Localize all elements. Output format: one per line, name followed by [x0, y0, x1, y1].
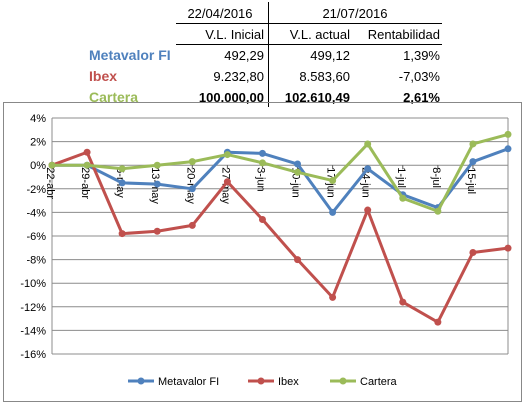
- y-tick-label: -10%: [20, 278, 46, 290]
- date-current: 21/07/2016: [322, 6, 388, 21]
- x-tick-label: 1-jul: [395, 167, 407, 188]
- data-point: [399, 194, 407, 202]
- legend-label: Ibex: [278, 376, 299, 388]
- row-cartera-return: 2,61%: [403, 90, 440, 105]
- row-cartera-current: 102.610,49: [284, 90, 350, 105]
- data-point: [469, 158, 477, 166]
- data-point: [469, 249, 477, 257]
- y-tick-label: 4%: [30, 113, 46, 125]
- row-ibex-return: -7,03%: [398, 69, 440, 84]
- data-point: [153, 161, 161, 169]
- x-tick-label: 20-may: [184, 167, 196, 204]
- data-point: [294, 168, 302, 176]
- legend-label: Metavalor FI: [158, 376, 219, 388]
- x-tick-label: 8-jul: [430, 167, 442, 188]
- y-tick-label: -14%: [20, 325, 46, 337]
- data-point: [153, 180, 161, 188]
- y-tick-label: 0%: [30, 160, 46, 172]
- x-tick-label: 29-abr: [79, 167, 91, 199]
- data-point: [258, 149, 266, 157]
- y-tick-label: -12%: [20, 302, 46, 314]
- row-ibex-initial: 9.232,80: [213, 69, 264, 84]
- row-metavalor-initial: 492,29: [224, 48, 264, 63]
- data-point: [434, 207, 442, 215]
- header-divider-bottom: [176, 44, 442, 45]
- header-divider-top: [176, 23, 442, 24]
- data-point: [364, 206, 372, 214]
- x-tick-label: 3-jun: [254, 167, 266, 191]
- legend-marker: [137, 377, 145, 385]
- legend-label: Cartera: [360, 376, 398, 388]
- y-tick-label: -6%: [26, 231, 46, 243]
- y-tick-label: -2%: [26, 184, 46, 196]
- data-point: [153, 227, 161, 235]
- row-metavalor-return: 1,39%: [403, 48, 440, 63]
- row-label-ibex: Ibex: [89, 68, 118, 84]
- data-point: [504, 130, 512, 138]
- data-point: [504, 244, 512, 252]
- header-rentabilidad: Rentabilidad: [367, 27, 440, 42]
- data-point: [294, 160, 302, 168]
- y-tick-label: -8%: [26, 255, 46, 267]
- data-point: [434, 318, 442, 326]
- data-point: [329, 208, 337, 216]
- row-ibex-current: 8.583,60: [299, 69, 350, 84]
- data-point: [118, 179, 126, 187]
- data-point: [48, 161, 56, 169]
- series-line: [52, 147, 509, 214]
- row-label-cartera: Cartera: [89, 89, 139, 105]
- data-point: [118, 230, 126, 238]
- y-tick-label: 2%: [30, 137, 46, 149]
- data-point: [258, 215, 266, 223]
- data-point: [223, 151, 231, 159]
- data-point: [83, 161, 91, 169]
- legend-marker: [339, 377, 347, 385]
- data-point: [329, 177, 337, 185]
- data-point: [188, 158, 196, 166]
- chart-frame: [3, 102, 522, 402]
- header-vl-inicial: V.L. Inicial: [205, 27, 264, 42]
- data-point: [83, 148, 91, 156]
- data-point: [188, 185, 196, 193]
- x-tick-label: 15-jul: [465, 167, 477, 194]
- data-point: [364, 165, 372, 173]
- data-point: [329, 293, 337, 301]
- row-cartera-initial: 100.000,00: [198, 90, 264, 105]
- data-point: [118, 165, 126, 173]
- x-tick-label: 22-abr: [44, 167, 56, 199]
- date-initial: 22/04/2016: [187, 6, 253, 21]
- y-tick-label: -16%: [20, 349, 46, 361]
- column-divider: [268, 2, 269, 107]
- data-point: [399, 298, 407, 306]
- header-vl-actual: V.L. actual: [289, 27, 350, 42]
- data-point: [504, 145, 512, 153]
- data-point: [188, 221, 196, 229]
- series-line: [52, 132, 509, 213]
- row-metavalor-current: 499,12: [310, 48, 350, 63]
- data-point: [364, 140, 372, 148]
- series-line: [51, 150, 509, 324]
- data-point: [258, 159, 266, 167]
- row-label-metavalor: Metavalor FI: [89, 47, 171, 63]
- data-point: [223, 178, 231, 186]
- legend-marker: [257, 377, 265, 385]
- y-tick-label: -4%: [26, 207, 46, 219]
- data-point: [294, 256, 302, 264]
- data-point: [469, 140, 477, 148]
